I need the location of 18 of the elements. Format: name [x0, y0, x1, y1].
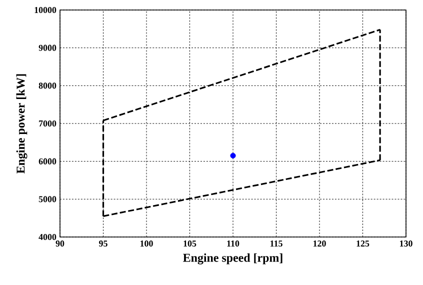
y-tick-label: 6000	[38, 158, 56, 164]
x-tick-label: 105	[184, 240, 196, 247]
x-tick-label: 130	[400, 240, 412, 247]
x-tick-label: 125	[356, 240, 370, 247]
y-tick-label: 4000	[38, 234, 56, 240]
x-tick-label: 110	[227, 240, 240, 247]
y-tick-label: 5000	[38, 196, 56, 202]
x-tick-label: 115	[270, 240, 282, 247]
x-tick-label: 120	[313, 240, 326, 247]
x-tick-label: 90	[56, 240, 64, 247]
y-axis-title: Engine power [kW]	[16, 74, 28, 174]
x-axis-title: Engine speed [rpm]	[183, 253, 282, 264]
y-tick-label: 7000	[39, 120, 56, 127]
y-tick-label: 10000	[34, 6, 56, 14]
y-tick-label: 9000	[38, 44, 56, 51]
y-tick-label: 8000	[38, 82, 56, 89]
x-tick-label: 95	[99, 240, 108, 247]
x-tick-label: 100	[140, 240, 153, 247]
